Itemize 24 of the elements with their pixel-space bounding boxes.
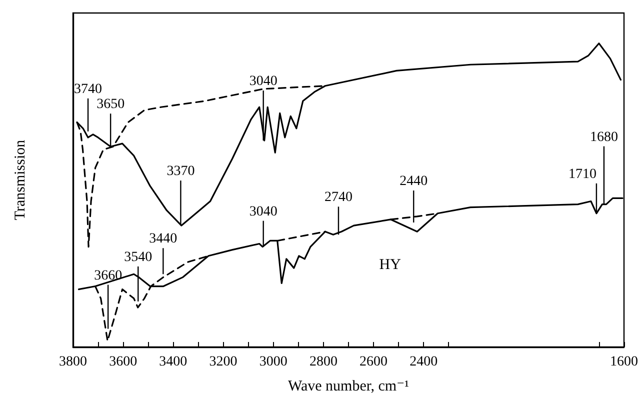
annotation: 3370	[166, 164, 195, 180]
annotation: 3740	[74, 82, 102, 97]
annotation: 3540	[124, 250, 152, 265]
annotation: 1710	[568, 166, 596, 182]
x-tick-label: 2400	[410, 354, 438, 370]
y-axis-title: Transmission	[12, 139, 28, 220]
series-label: HY	[379, 257, 402, 274]
x-tick-label: 3800	[59, 354, 87, 370]
x-tick-label: 3000	[259, 354, 288, 370]
annotation: 3040	[249, 74, 278, 90]
x-tick-label: 3600	[109, 354, 138, 370]
annotation: 3440	[149, 232, 178, 247]
annotation: 2440	[400, 174, 428, 190]
x-tick-label: 2800	[309, 354, 338, 370]
x-tick-label: 1600	[610, 354, 638, 370]
x-tick-label: 2600	[360, 354, 388, 370]
x-tick-label: 3400	[159, 354, 188, 370]
annotation: 2740	[324, 190, 352, 206]
annotation: 3650	[96, 97, 125, 112]
x-tick-label: 3200	[209, 354, 238, 370]
annotation: 3660	[94, 268, 122, 284]
annotation: 3040	[249, 204, 278, 220]
annotation: 1680	[590, 130, 618, 145]
x-axis-title: Wave number, cm⁻¹	[288, 378, 409, 394]
